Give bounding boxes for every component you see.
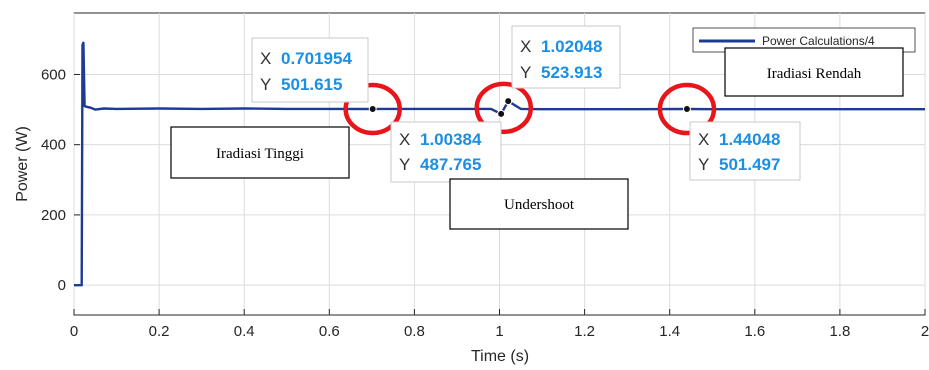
annotation-iradiasi-tinggi: Iradiasi Tinggi <box>170 126 350 179</box>
datatip-box <box>251 37 369 103</box>
x-tick-label: 1.6 <box>744 323 765 340</box>
datatip-x-key: X <box>520 37 531 56</box>
annotation-text: Undershoot <box>504 197 575 213</box>
x-ticks: 0 0.2 0.4 0.6 0.8 1 1.2 1.4 1.6 1.8 2 <box>70 309 929 340</box>
annotation-box <box>170 126 350 179</box>
x-tick-label: 1.2 <box>574 323 595 340</box>
x-tick-label: 0 <box>70 323 78 340</box>
datatip-box <box>689 121 801 181</box>
highlight-circle <box>474 81 534 135</box>
y-tick-label: 200 <box>41 207 66 224</box>
y-axis-label: Power (W) <box>14 126 31 202</box>
datatip-x-key: X <box>260 49 271 68</box>
x-tick-label: 1 <box>495 323 503 340</box>
datatip-x-key: X <box>698 130 709 149</box>
datatip-y-key: Y <box>260 75 271 94</box>
y-tick-label: 400 <box>41 137 66 154</box>
annotation-text: Iradiasi Tinggi <box>216 146 304 162</box>
x-tick-label: 0.6 <box>319 323 340 340</box>
datatip-y-value: 487.765 <box>420 155 481 174</box>
annotation-undershoot: Undershoot <box>449 178 629 230</box>
y-ticks: 0 200 400 600 <box>41 66 80 294</box>
datatip-x-key: X <box>399 130 410 149</box>
datatip-2: X 1.00384 Y 487.765 <box>390 121 502 183</box>
datatip-y-value: 523.913 <box>541 63 602 82</box>
datatip-3: X 1.02048 Y 523.913 <box>511 25 621 89</box>
highlight-circle <box>343 82 402 136</box>
x-tick-label: 1.4 <box>659 323 680 340</box>
datatip-box <box>511 25 621 89</box>
datatip-1: X 0.701954 Y 501.615 <box>251 37 369 103</box>
series-group <box>74 41 925 287</box>
datatip-y-value: 501.615 <box>281 75 342 94</box>
annotation-box <box>724 47 904 97</box>
datatip-y-key: Y <box>520 63 531 82</box>
datatip-x-value: 1.02048 <box>541 37 602 56</box>
highlight-circles <box>343 81 717 136</box>
datatip-marker <box>504 97 513 106</box>
annotation-text: Iradiasi Rendah <box>767 66 862 82</box>
annotation-box <box>449 178 629 230</box>
datatip-y-key: Y <box>698 155 709 174</box>
datatip-marker <box>368 105 377 114</box>
x-tick-label: 0.2 <box>149 323 170 340</box>
datatip-box <box>390 121 502 183</box>
datatip-x-value: 1.44048 <box>719 130 780 149</box>
legend-label: Power Calculations/4 <box>762 34 875 48</box>
datatip-x-value: 1.00384 <box>420 130 482 149</box>
datatip-markers <box>368 97 691 118</box>
x-axis-label: Time (s) <box>471 348 529 365</box>
y-tick-label: 600 <box>41 66 66 83</box>
y-tick-label: 0 <box>58 277 66 294</box>
highlight-circle <box>657 82 717 136</box>
x-tick-label: 1.8 <box>829 323 850 340</box>
datatip-x-value: 0.701954 <box>281 49 352 68</box>
datatip-y-key: Y <box>399 155 410 174</box>
x-tick-label: 2 <box>921 323 929 340</box>
datatip-4: X 1.44048 Y 501.497 <box>689 121 801 181</box>
datatip-marker <box>682 105 691 114</box>
annotation-iradiasi-rendah: Iradiasi Rendah <box>724 47 904 97</box>
series-line <box>74 41 925 287</box>
datatip-marker <box>497 109 506 118</box>
datatip-y-value: 501.497 <box>719 155 780 174</box>
x-tick-label: 0.4 <box>234 323 255 340</box>
x-tick-label: 0.8 <box>404 323 425 340</box>
